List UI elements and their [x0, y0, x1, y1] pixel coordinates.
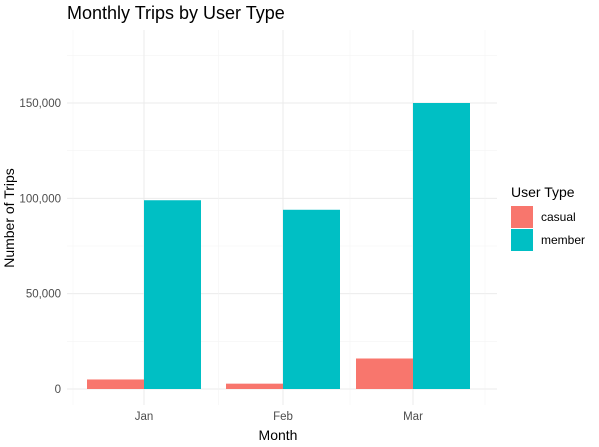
x-tick-label: Mar: [403, 411, 423, 423]
x-tick-label: Feb: [273, 411, 293, 423]
y-tick-label: 150,000: [19, 98, 61, 110]
bar-member-jan: [144, 200, 201, 389]
x-axis-title: Month: [259, 427, 298, 443]
legend-label-casual: casual: [541, 210, 576, 224]
legend-key-member: [511, 229, 533, 251]
y-tick-label: 50,000: [26, 289, 61, 301]
y-axis-title: Number of Trips: [1, 168, 17, 268]
bar-member-feb: [283, 209, 340, 389]
y-axis-ticks: 0 50,000 100,000 150,000: [19, 98, 61, 396]
legend-label-member: member: [541, 233, 585, 247]
legend: User Type casual member: [511, 184, 585, 251]
bar-member-mar: [413, 103, 470, 389]
x-tick-label: Jan: [135, 411, 154, 423]
bar-casual-mar: [356, 358, 413, 389]
y-tick-label: 100,000: [19, 193, 61, 205]
x-axis-ticks: Jan Feb Mar: [135, 411, 423, 423]
chart-title: Monthly Trips by User Type: [67, 3, 285, 23]
bars-layer: [87, 103, 470, 389]
legend-key-casual: [511, 206, 533, 228]
bar-casual-jan: [87, 379, 144, 389]
legend-title: User Type: [511, 184, 575, 200]
bar-casual-feb: [226, 383, 283, 389]
y-tick-label: 0: [55, 384, 61, 396]
